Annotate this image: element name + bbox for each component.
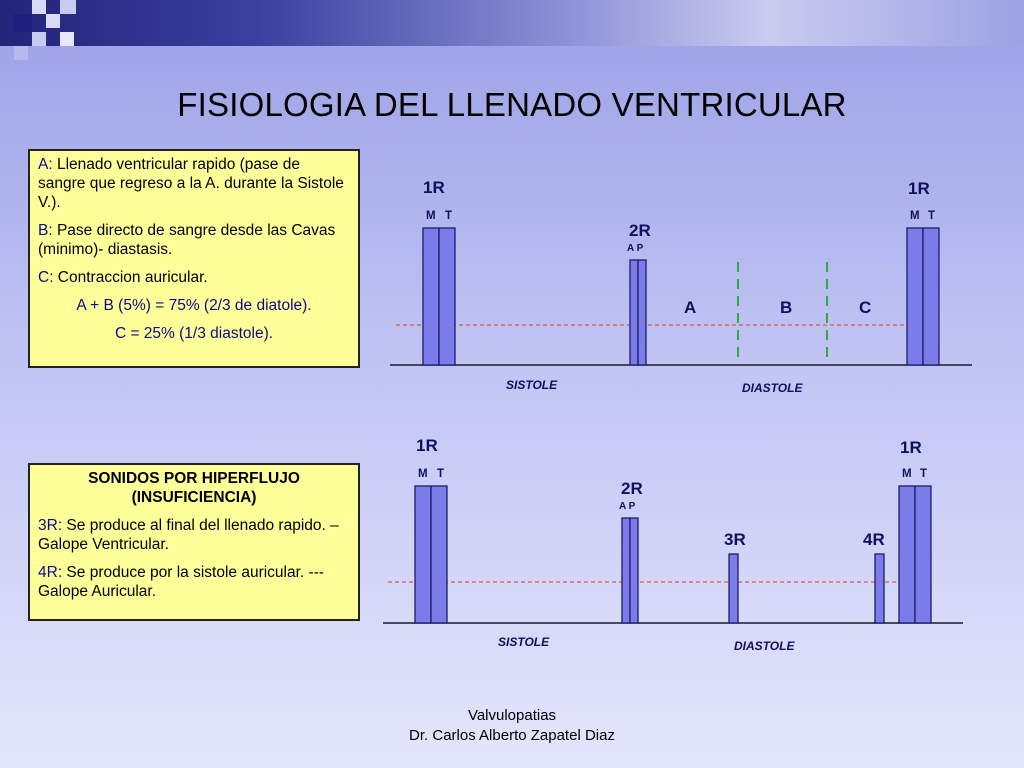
s2-label: 2R — [621, 479, 643, 498]
hyperflow-4r-key: 4R: — [38, 564, 63, 581]
s1b-label: 1R — [900, 438, 922, 457]
phase-a-label: A — [684, 298, 696, 317]
decor-square — [60, 0, 76, 14]
s1b-mitral-bar — [906, 227, 924, 366]
footer-line-1: Valvulopatias — [467, 707, 557, 724]
page-title: FISIOLOGIA DEL LLENADO VENTRICULAR — [177, 86, 847, 123]
s1-tricuspid-bar — [438, 227, 456, 366]
s1-label: 1R — [423, 178, 445, 197]
legend-formula-2: C = 25% (1/3 diastole). — [114, 325, 274, 342]
decor-square — [14, 46, 28, 60]
s4-bar — [874, 553, 885, 624]
s1-t-label: T — [437, 468, 444, 480]
legend-b-text: Pase directo de sangre desde las Cavas (… — [38, 222, 336, 258]
diastole-label: DIASTOLE — [742, 381, 803, 395]
legend-b: B: Pase directo de sangre desde las Cava… — [38, 221, 350, 259]
footer-line-2: Dr. Carlos Alberto Zapatel Diaz — [409, 727, 615, 744]
legend-box: A: Llenado ventricular rapido (pase de s… — [28, 149, 360, 368]
hyperflow-heading: SONIDOS POR HIPERFLUJO (INSUFICIENCIA) — [88, 470, 300, 506]
legend-a: A: Llenado ventricular rapido (pase de s… — [38, 155, 350, 212]
legend-a-text: Llenado ventricular rapido (pase de sang… — [38, 156, 344, 211]
hyperflow-box: SONIDOS POR HIPERFLUJO (INSUFICIENCIA) 3… — [28, 463, 360, 621]
s2-label: 2R — [629, 221, 651, 240]
footer: Valvulopatias Dr. Carlos Alberto Zapatel… — [0, 706, 1024, 746]
s2-aortic-bar — [629, 259, 639, 366]
legend-a-key: A: — [38, 156, 53, 173]
s1-label: 1R — [416, 436, 438, 455]
s2-pulmonary-bar — [637, 259, 647, 366]
s1-t-label: T — [445, 210, 452, 222]
systole-label: SISTOLE — [498, 635, 550, 649]
decor-square — [32, 0, 46, 14]
legend-formula-1: A + B (5%) = 75% (2/3 de diatole). — [76, 297, 312, 314]
s1b-mitral-bar — [898, 485, 916, 624]
legend-b-key: B: — [38, 222, 53, 239]
hyperflow-3r: 3R: Se produce al final del llenado rapi… — [38, 516, 350, 554]
s1b-tricuspid-bar — [914, 485, 932, 624]
phase-c-label: C — [859, 298, 871, 317]
s1-tricuspid-bar — [430, 485, 448, 624]
s1b-tricuspid-bar — [922, 227, 940, 366]
s2-aortic-bar — [621, 517, 631, 624]
s1b-t-label: T — [928, 210, 935, 222]
systole-label: SISTOLE — [506, 378, 558, 392]
s1b-m-label: M — [910, 210, 920, 222]
s1b-label: 1R — [908, 179, 930, 198]
decor-square — [60, 32, 74, 46]
decor-square — [32, 32, 46, 46]
hyperflow-4r: 4R: Se produce por la sistole auricular.… — [38, 563, 350, 601]
s1b-m-label: M — [902, 468, 912, 480]
hyperflow-4r-text: Se produce por la sistole auricular. ---… — [38, 564, 325, 600]
s1b-t-label: T — [920, 468, 927, 480]
diagram-hyperflow: 1R M T 2R A P 3R 4R 1R M T SISTOLE DIAST… — [383, 436, 963, 653]
s1-mitral-bar — [422, 227, 440, 366]
legend-c: C: Contraccion auricular. — [38, 268, 350, 287]
s2-pulmonary-bar — [629, 517, 639, 624]
legend-c-key: C: — [38, 269, 54, 286]
hyperflow-3r-key: 3R: — [38, 517, 63, 534]
s1-m-label: M — [426, 210, 436, 222]
decor-square — [14, 14, 32, 32]
phase-b-label: B — [780, 298, 792, 317]
s2-ap-label: A P — [619, 501, 636, 512]
hyperflow-3r-text: Se produce al final del llenado rapido. … — [38, 517, 339, 553]
legend-c-text: Contraccion auricular. — [53, 269, 208, 286]
diastole-label: DIASTOLE — [734, 639, 795, 653]
s4-label: 4R — [863, 530, 885, 549]
s3-bar — [728, 553, 739, 624]
diagram-normal: 1R M T 2R A P 1R M T A B C SISTOLE DIAST… — [390, 178, 972, 395]
s1-mitral-bar — [414, 485, 432, 624]
decor-square — [46, 14, 60, 28]
s1-m-label: M — [418, 468, 428, 480]
s3-label: 3R — [724, 530, 746, 549]
header-bar — [0, 0, 1024, 46]
s2-ap-label: A P — [627, 243, 644, 254]
